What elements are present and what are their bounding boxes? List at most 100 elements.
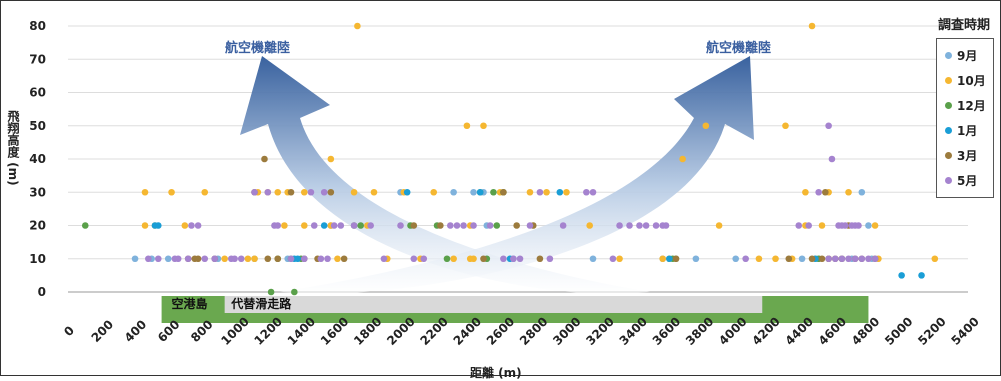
data-point <box>174 255 182 263</box>
data-point <box>194 255 202 263</box>
data-point <box>410 222 418 229</box>
data-point <box>194 222 202 229</box>
data-point <box>264 188 272 196</box>
y-tick-label: 70 <box>29 52 46 66</box>
data-point <box>652 222 660 229</box>
data-point <box>354 22 361 30</box>
data-point <box>583 188 590 196</box>
data-point <box>500 255 507 263</box>
data-point <box>330 222 338 229</box>
data-point <box>470 222 477 229</box>
data-point <box>871 255 879 263</box>
x-tick-label: 5400 <box>948 314 982 348</box>
data-point <box>659 255 666 263</box>
data-point <box>662 222 670 229</box>
data-point <box>460 222 467 229</box>
data-point <box>367 222 374 229</box>
data-point <box>805 222 813 229</box>
data-point <box>931 255 939 263</box>
data-point <box>556 188 564 196</box>
data-point <box>871 222 879 229</box>
legend-item: 1月 <box>945 122 977 139</box>
data-point <box>437 222 444 229</box>
data-point <box>317 255 325 263</box>
data-point <box>672 255 680 263</box>
data-point <box>380 255 388 263</box>
data-point <box>201 188 209 196</box>
data-point <box>188 222 195 229</box>
data-point <box>145 255 152 263</box>
x-tick-label: 400 <box>122 317 150 345</box>
data-point <box>168 188 175 196</box>
data-point <box>845 255 852 263</box>
data-point <box>516 255 524 263</box>
data-point <box>626 222 633 229</box>
legend-item: 10月 <box>945 72 986 89</box>
legend-marker <box>945 152 952 159</box>
data-point <box>818 222 826 229</box>
data-point <box>470 255 477 263</box>
data-point <box>782 122 789 130</box>
data-point <box>131 255 139 263</box>
data-point <box>855 222 862 229</box>
data-point <box>267 288 275 296</box>
y-tick-label: 50 <box>29 119 46 133</box>
data-point <box>251 255 258 263</box>
airport-island-label: 空港島 <box>172 296 208 311</box>
legend-title: 調査時期 <box>938 18 991 33</box>
data-point <box>300 222 308 229</box>
y-tick-label: 40 <box>29 152 46 166</box>
legend-marker <box>945 52 952 59</box>
data-point <box>201 255 209 263</box>
data-point <box>563 188 570 196</box>
legend-item: 9月 <box>945 47 977 64</box>
legend-label: 10月 <box>957 74 986 88</box>
data-point <box>838 255 846 263</box>
legend-label: 1月 <box>957 124 978 138</box>
data-point <box>443 255 451 263</box>
data-point <box>828 155 836 163</box>
data-point <box>287 188 295 196</box>
data-point <box>513 222 520 229</box>
data-point <box>493 222 501 229</box>
x-tick-label: 0 <box>61 323 77 339</box>
data-point <box>320 222 328 229</box>
x-axis-label: 距離 (m) <box>470 366 522 380</box>
data-point <box>536 188 544 196</box>
y-axis-label: 飛翔高度 (m) <box>6 110 20 186</box>
data-point <box>480 122 487 130</box>
data-point <box>825 255 832 263</box>
data-point <box>231 255 238 263</box>
data-point <box>244 255 252 263</box>
data-point <box>755 255 763 263</box>
data-point <box>320 188 328 196</box>
data-point <box>825 122 832 130</box>
data-point <box>211 255 218 263</box>
data-point <box>251 188 258 196</box>
data-point <box>616 255 623 263</box>
data-point <box>274 222 282 229</box>
data-point <box>715 222 723 229</box>
data-point <box>264 255 272 263</box>
data-point <box>420 255 428 263</box>
legend-label: 5月 <box>957 174 978 188</box>
data-point <box>324 255 331 263</box>
data-point <box>350 188 358 196</box>
data-point <box>808 22 816 30</box>
data-point <box>510 255 517 263</box>
data-point <box>851 255 859 263</box>
data-point <box>430 188 438 196</box>
data-point <box>450 255 457 263</box>
right-arrow-label: 航空機離陸 <box>706 40 771 56</box>
data-point <box>476 188 484 196</box>
legend-item: 12月 <box>945 97 986 114</box>
y-tick-label: 20 <box>29 219 46 233</box>
runway-bar <box>224 296 763 313</box>
data-point <box>291 288 298 296</box>
data-point <box>666 255 673 263</box>
data-point <box>589 188 597 196</box>
data-point <box>692 255 700 263</box>
data-point <box>307 188 315 196</box>
y-tick-label: 60 <box>29 86 46 100</box>
